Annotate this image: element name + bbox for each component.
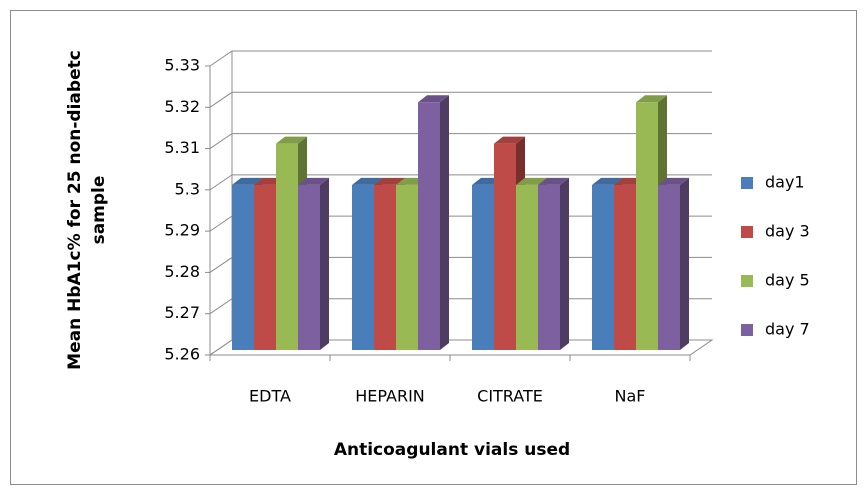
grid-line	[209, 91, 712, 108]
x-axis-title: Anticoagulant vials used	[334, 440, 570, 460]
bar-top	[352, 177, 383, 185]
bar-top	[538, 177, 569, 185]
legend-swatch	[741, 177, 753, 189]
bar-top	[592, 177, 623, 185]
bar-front	[352, 184, 374, 350]
x-tick-label: CITRATE	[477, 387, 543, 406]
y-tick-label: 5.31	[164, 138, 200, 157]
bar-side	[680, 177, 689, 350]
bar-front	[636, 102, 658, 351]
legend-swatch	[741, 226, 753, 238]
y-tick-label: 5.33	[164, 56, 200, 75]
y-tick-label: 5.26	[164, 345, 200, 364]
bar	[418, 95, 449, 351]
bar-top	[298, 177, 329, 185]
x-tick-label: NaF	[615, 387, 646, 406]
x-tick-label: EDTA	[249, 387, 291, 406]
grid-line	[209, 174, 712, 191]
bar-front	[396, 184, 418, 350]
bar-front	[614, 184, 636, 350]
y-axis-title-line: sample	[89, 176, 109, 245]
bar-top	[494, 136, 525, 144]
bar-front	[658, 184, 680, 350]
bar-top	[374, 177, 405, 185]
bar-front	[494, 143, 516, 350]
y-tick-label: 5.27	[164, 303, 200, 322]
y-axis-title: Mean HbA1c% for 25 non-diabetc sample	[65, 50, 109, 370]
y-tick-label: 5.3	[175, 179, 200, 198]
bar	[298, 177, 329, 350]
legend-label: day 7	[765, 320, 810, 339]
bar-top	[232, 177, 263, 185]
bar	[538, 177, 569, 350]
bar-top	[276, 136, 307, 144]
x-tick-label: HEPARIN	[355, 387, 425, 406]
bar-front	[232, 184, 254, 350]
bar-front	[418, 102, 440, 351]
bar	[658, 177, 689, 350]
bar-top	[516, 177, 547, 185]
bar-top	[658, 177, 689, 185]
bar-top	[636, 95, 667, 103]
bar-front	[472, 184, 494, 350]
bar-side	[560, 177, 569, 350]
legend-swatch	[741, 324, 753, 336]
y-tick-label: 5.29	[164, 221, 200, 240]
grid-line	[209, 133, 712, 149]
bar-front	[374, 184, 396, 350]
bar-side	[320, 177, 329, 350]
bar-front	[592, 184, 614, 350]
bar-top	[418, 95, 449, 103]
legend-label: day1	[765, 173, 805, 192]
legend-label: day 3	[765, 222, 810, 241]
legend-swatch	[741, 275, 753, 287]
y-axis-title-line: Mean HbA1c% for 25 non-diabetc	[65, 50, 85, 370]
bar-front	[538, 184, 560, 350]
legend-label: day 5	[765, 271, 810, 290]
bar-side	[440, 95, 449, 351]
bar-front	[516, 184, 538, 350]
y-tick-label: 5.28	[164, 262, 200, 281]
bar-front	[254, 184, 276, 350]
bar-front	[298, 184, 320, 350]
grid-line	[209, 50, 712, 67]
bar-front	[276, 143, 298, 350]
y-tick-label: 5.32	[164, 97, 200, 116]
